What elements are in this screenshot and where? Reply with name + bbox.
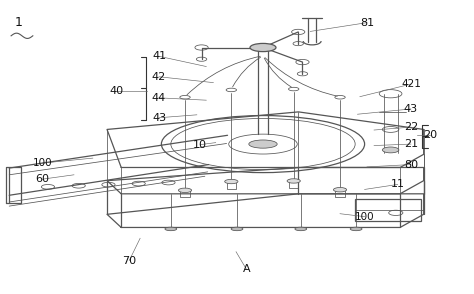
Ellipse shape xyxy=(383,147,399,153)
Text: 70: 70 xyxy=(122,255,137,265)
Text: 80: 80 xyxy=(404,160,418,170)
Text: 20: 20 xyxy=(423,130,437,140)
Bar xyxy=(180,188,190,197)
Ellipse shape xyxy=(333,188,346,192)
Text: 43: 43 xyxy=(404,104,418,114)
Bar xyxy=(335,188,345,197)
Text: 21: 21 xyxy=(404,139,418,149)
Text: 22: 22 xyxy=(404,122,418,132)
Text: 10: 10 xyxy=(193,140,207,150)
Text: 1: 1 xyxy=(15,16,23,29)
Text: 41: 41 xyxy=(152,51,166,61)
Ellipse shape xyxy=(350,227,362,231)
Bar xyxy=(289,179,299,188)
Text: 42: 42 xyxy=(152,72,166,82)
Text: 43: 43 xyxy=(152,113,166,123)
Ellipse shape xyxy=(249,140,277,148)
Ellipse shape xyxy=(287,179,301,183)
Text: 100: 100 xyxy=(33,158,52,168)
Text: 40: 40 xyxy=(109,86,124,96)
Ellipse shape xyxy=(178,188,191,193)
Text: A: A xyxy=(243,264,250,274)
Text: 60: 60 xyxy=(35,174,49,184)
Text: 11: 11 xyxy=(391,179,405,189)
Ellipse shape xyxy=(295,227,307,231)
Text: 44: 44 xyxy=(152,93,166,103)
Text: 100: 100 xyxy=(355,212,374,222)
Ellipse shape xyxy=(165,227,177,231)
Text: 421: 421 xyxy=(401,79,421,89)
Bar xyxy=(227,180,236,188)
Bar xyxy=(355,199,421,221)
Ellipse shape xyxy=(225,179,238,184)
Ellipse shape xyxy=(231,227,243,231)
Text: 81: 81 xyxy=(360,18,374,28)
Ellipse shape xyxy=(250,44,276,52)
